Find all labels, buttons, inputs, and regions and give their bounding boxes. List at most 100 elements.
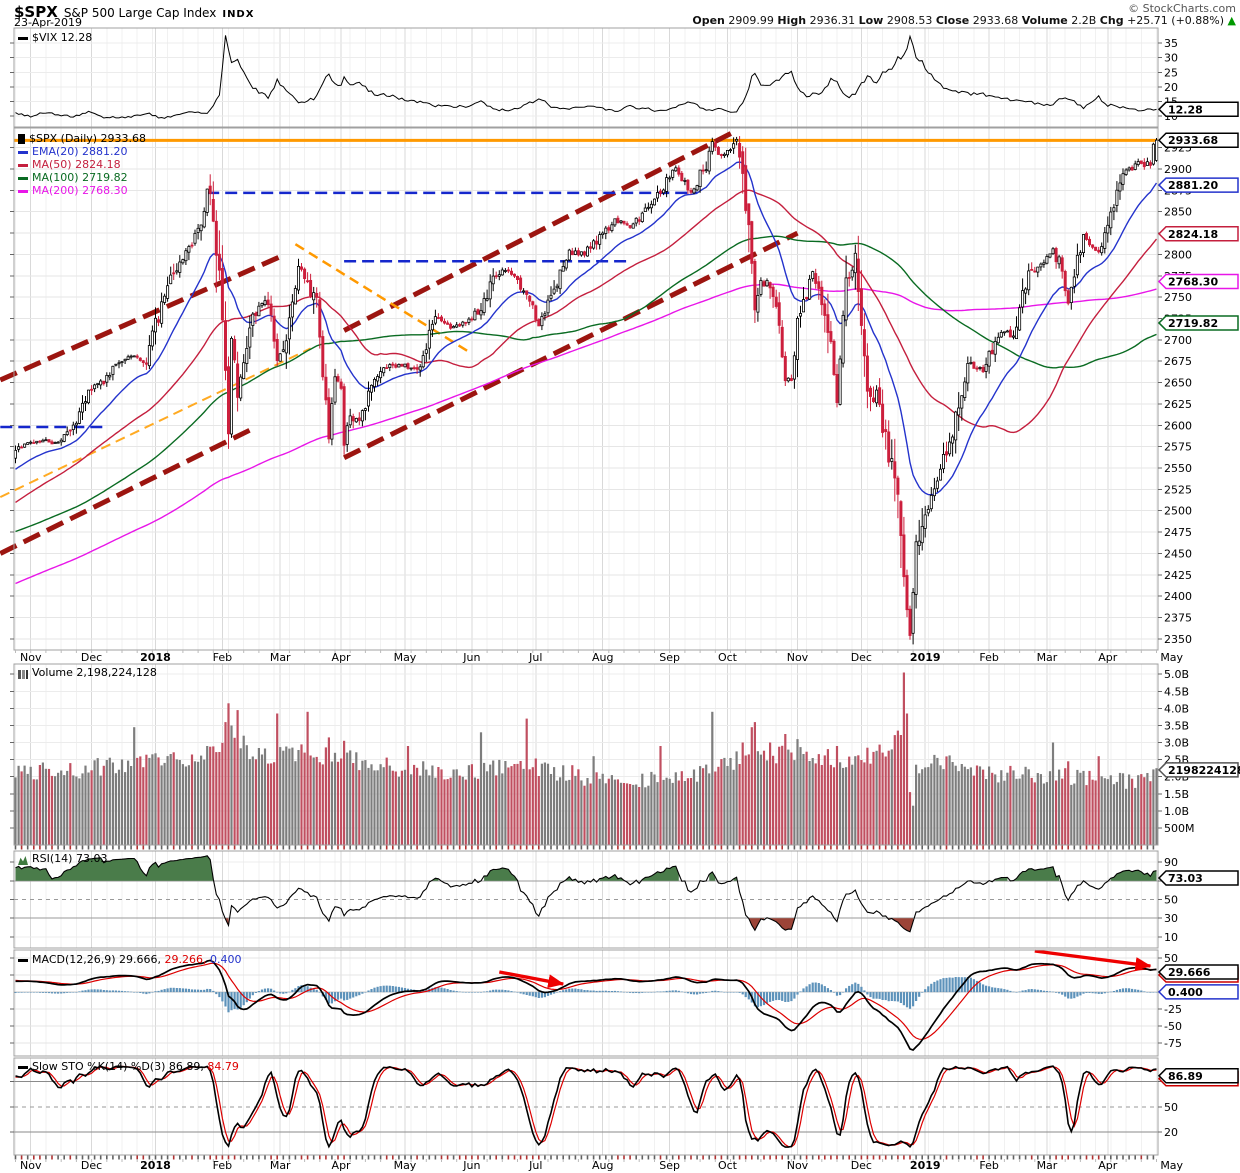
vix-line-series: [15, 34, 1157, 119]
volume-bar: [236, 710, 239, 845]
macd-histogram-bar: [96, 989, 99, 993]
macd-histogram-bar: [102, 990, 105, 993]
macd-histogram-bar: [458, 991, 461, 993]
volume-bar: [549, 774, 553, 845]
volume-bar: [796, 739, 799, 845]
candle-body: [960, 395, 964, 409]
volume-bar: [851, 764, 854, 845]
macd-legend-main: MACD(12,26,9) 29.666,: [32, 953, 165, 966]
volume-bar: [38, 765, 41, 845]
candle-body: [196, 227, 200, 233]
volume-bar: [440, 769, 443, 845]
volume-bar: [893, 735, 896, 845]
volume-bar: [896, 730, 899, 845]
macd-histogram-bar: [772, 992, 775, 1001]
candle-body: [567, 249, 571, 261]
macd-histogram-bar: [604, 990, 607, 993]
price-legend-label: MA(200) 2768.30: [32, 184, 128, 197]
macd-histogram-bar: [632, 992, 635, 994]
volume-bar: [556, 780, 559, 845]
volume-bar: [373, 770, 376, 845]
macd-histogram-bar: [881, 992, 884, 1000]
candle-body: [144, 362, 148, 365]
volume-bar: [291, 747, 294, 845]
candle-body: [120, 361, 124, 364]
candle-body: [546, 299, 550, 314]
candle-body: [823, 303, 827, 316]
price-axis-label: 2500: [1164, 505, 1192, 518]
chart-title: S&P 500 Large Cap Index: [63, 6, 217, 20]
candle-body: [576, 250, 580, 256]
volume-bar: [832, 767, 836, 845]
macd-histogram-bar: [1088, 992, 1091, 993]
macd-histogram-bar: [379, 986, 382, 993]
candle-body: [537, 319, 541, 327]
trendline: [0, 347, 312, 499]
volume-bar: [565, 780, 568, 845]
macd-histogram-bar: [279, 992, 282, 994]
ma100-line: [15, 235, 1157, 533]
macd-histogram-bar: [291, 989, 294, 993]
volume-bar: [120, 759, 124, 845]
candle-body: [1078, 252, 1082, 256]
candle-body: [379, 371, 383, 379]
volume-bar: [428, 775, 431, 845]
x-axis-month-label-bottom: Dec: [851, 1159, 872, 1172]
candle-body: [1015, 326, 1019, 340]
volume-bar: [723, 757, 726, 845]
candle-body: [981, 366, 985, 373]
candle-body: [290, 301, 294, 318]
macd-histogram-bar: [1070, 992, 1073, 999]
copyright-link[interactable]: © StockCharts.com: [1128, 2, 1236, 15]
candle-body: [336, 376, 340, 382]
volume-bar: [391, 770, 394, 845]
volume-bar: [1070, 784, 1073, 845]
rsi-oversold-fill: [770, 918, 795, 931]
macd-histogram-bar: [878, 992, 881, 999]
volume-bar: [543, 762, 546, 845]
candle-body: [461, 321, 465, 326]
macd-histogram-bar: [854, 982, 857, 993]
macd-histogram-bar: [163, 989, 166, 993]
candle-body: [129, 355, 133, 358]
chg-value: +25.71 (+0.88%): [1127, 14, 1225, 27]
macd-histogram-bar: [72, 992, 75, 993]
volume-bar: [455, 769, 458, 845]
volume-bar: [912, 805, 915, 845]
macd-histogram-bar: [890, 992, 893, 1001]
volume-bar: [574, 775, 577, 845]
price-axis-label: 2450: [1164, 547, 1192, 560]
volume-bar: [276, 713, 279, 845]
macd-panel-frame: [13, 949, 1159, 1057]
macd-histogram-bar: [1058, 992, 1061, 994]
candle-body: [482, 298, 486, 313]
candle-body: [81, 402, 85, 413]
macd-histogram-bar: [1091, 992, 1094, 994]
volume-bar: [239, 748, 242, 845]
macd-histogram-bar: [918, 992, 921, 997]
candle-body: [1145, 161, 1149, 166]
price-axis-label: 2425: [1164, 569, 1192, 582]
volume-bar: [349, 750, 352, 845]
candle-body: [1097, 249, 1101, 253]
price-axis-label: 2675: [1164, 355, 1192, 368]
macd-histogram-bar: [644, 992, 647, 993]
candle-body: [558, 269, 562, 290]
macd-histogram-bar: [835, 992, 839, 996]
price-value-box: [1157, 132, 1239, 148]
candle-body: [251, 313, 255, 326]
volume-bar: [166, 756, 169, 845]
x-axis-month-label: Mar: [270, 651, 291, 664]
macd-histogram-bar: [598, 990, 601, 993]
macd-histogram-bar: [647, 992, 650, 993]
x-axis-month-label-bottom: May: [394, 1159, 417, 1172]
x-axis-month-label-bottom: Apr: [1098, 1159, 1118, 1172]
candle-body: [318, 299, 322, 338]
volume-bar: [948, 755, 951, 845]
macd-histogram-bar: [525, 992, 528, 995]
candle-body: [147, 345, 151, 367]
macd-histogram-bar: [942, 978, 945, 993]
candle-body: [257, 305, 261, 317]
volume-bar: [982, 769, 985, 845]
candle-body: [999, 331, 1003, 338]
